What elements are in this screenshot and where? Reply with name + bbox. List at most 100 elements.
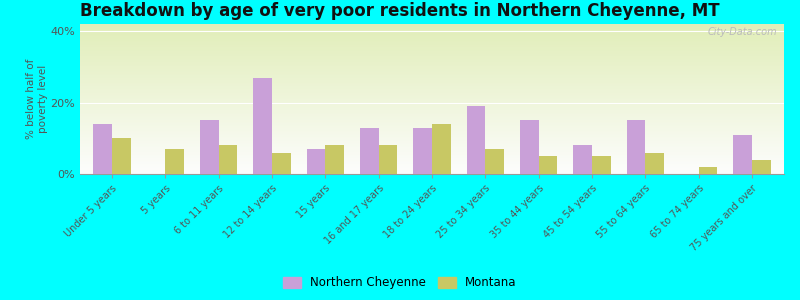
Bar bbox=[626, 120, 646, 174]
Bar bbox=[80, 102, 784, 104]
Bar bbox=[80, 40, 784, 42]
Bar bbox=[80, 44, 784, 45]
Text: City-Data.com: City-Data.com bbox=[707, 27, 777, 37]
Bar bbox=[200, 120, 218, 174]
Bar bbox=[520, 120, 538, 174]
Bar bbox=[80, 99, 784, 100]
Bar bbox=[80, 158, 784, 159]
Bar bbox=[80, 78, 784, 80]
Bar bbox=[80, 150, 784, 152]
Text: Breakdown by age of very poor residents in Northern Cheyenne, MT: Breakdown by age of very poor residents … bbox=[80, 2, 720, 20]
Bar bbox=[80, 36, 784, 38]
Bar bbox=[80, 98, 784, 99]
Bar bbox=[80, 156, 784, 158]
Bar bbox=[80, 112, 784, 114]
Bar bbox=[80, 90, 784, 92]
Bar bbox=[80, 120, 784, 122]
Bar bbox=[80, 154, 784, 156]
Bar bbox=[80, 147, 784, 148]
Bar bbox=[166, 149, 184, 174]
Bar bbox=[80, 103, 784, 105]
Bar bbox=[112, 138, 130, 174]
Bar bbox=[80, 108, 784, 110]
Bar bbox=[80, 130, 784, 132]
Bar bbox=[80, 117, 784, 118]
Bar bbox=[80, 68, 784, 69]
Bar bbox=[326, 146, 344, 174]
Bar bbox=[80, 135, 784, 136]
Bar bbox=[538, 156, 558, 174]
Bar bbox=[254, 78, 272, 174]
Bar bbox=[80, 24, 784, 26]
Bar bbox=[80, 50, 784, 51]
Bar bbox=[80, 51, 784, 52]
Bar bbox=[432, 124, 450, 174]
Bar bbox=[80, 169, 784, 171]
Bar bbox=[80, 118, 784, 120]
Bar bbox=[80, 167, 784, 168]
Bar bbox=[80, 153, 784, 154]
Bar bbox=[698, 167, 718, 174]
Bar bbox=[80, 123, 784, 124]
Bar bbox=[80, 66, 784, 68]
Bar bbox=[80, 162, 784, 164]
Bar bbox=[80, 32, 784, 33]
Bar bbox=[218, 146, 238, 174]
Bar bbox=[80, 84, 784, 86]
Bar bbox=[80, 74, 784, 75]
Bar bbox=[414, 128, 432, 174]
Bar bbox=[80, 85, 784, 87]
Bar bbox=[80, 52, 784, 54]
Bar bbox=[80, 136, 784, 138]
Bar bbox=[80, 48, 784, 50]
Bar bbox=[80, 38, 784, 39]
Bar bbox=[80, 60, 784, 61]
Bar bbox=[80, 80, 784, 81]
Bar bbox=[80, 159, 784, 160]
Bar bbox=[80, 28, 784, 30]
Bar bbox=[80, 76, 784, 78]
Bar bbox=[80, 171, 784, 172]
Bar bbox=[80, 61, 784, 63]
Bar bbox=[80, 34, 784, 36]
Bar bbox=[80, 92, 784, 93]
Bar bbox=[80, 93, 784, 94]
Bar bbox=[486, 149, 504, 174]
Bar bbox=[80, 88, 784, 90]
Bar bbox=[80, 96, 784, 98]
Bar bbox=[80, 138, 784, 140]
Bar bbox=[80, 114, 784, 116]
Bar bbox=[80, 26, 784, 27]
Bar bbox=[80, 164, 784, 165]
Bar bbox=[80, 126, 784, 128]
Bar bbox=[80, 152, 784, 153]
Bar bbox=[360, 128, 378, 174]
Bar bbox=[272, 153, 290, 174]
Bar bbox=[80, 72, 784, 74]
Bar bbox=[80, 168, 784, 170]
Bar bbox=[306, 149, 326, 174]
Bar bbox=[574, 146, 592, 174]
Bar bbox=[80, 128, 784, 129]
Bar bbox=[80, 75, 784, 76]
Bar bbox=[80, 46, 784, 48]
Bar bbox=[80, 70, 784, 72]
Bar bbox=[80, 165, 784, 166]
Bar bbox=[80, 58, 784, 60]
Bar bbox=[80, 54, 784, 56]
Bar bbox=[80, 172, 784, 174]
Bar bbox=[80, 124, 784, 126]
Bar bbox=[80, 64, 784, 66]
Bar bbox=[80, 81, 784, 82]
Bar bbox=[466, 106, 486, 174]
Bar bbox=[80, 82, 784, 84]
Bar bbox=[80, 87, 784, 88]
Bar bbox=[80, 142, 784, 144]
Bar bbox=[592, 156, 610, 174]
Bar bbox=[80, 134, 784, 135]
Legend: Northern Cheyenne, Montana: Northern Cheyenne, Montana bbox=[278, 272, 522, 294]
Bar bbox=[80, 111, 784, 112]
Bar bbox=[646, 153, 664, 174]
Bar bbox=[80, 63, 784, 64]
Bar bbox=[80, 146, 784, 147]
